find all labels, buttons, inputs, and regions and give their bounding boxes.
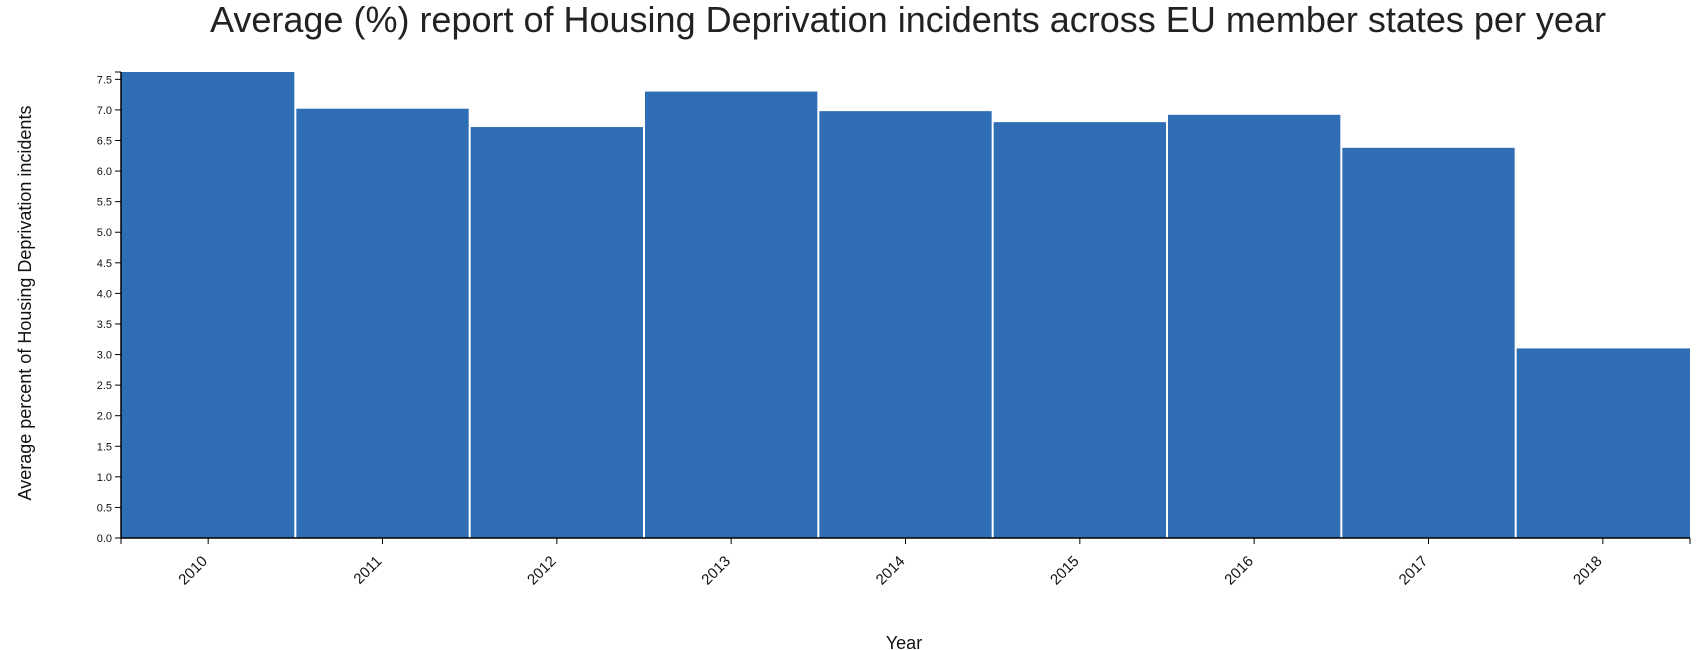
x-axis: 2010 2011 2012 2013 2014 2015 2016 2017 2018 [120, 537, 1691, 589]
bar-2011 [296, 108, 469, 538]
bar-2012 [470, 127, 643, 538]
y-tick-label: 5.0 [97, 227, 112, 239]
y-tick-label: 3.5 [97, 319, 112, 331]
y-tick-label: 0.5 [97, 502, 112, 514]
y-tick-label: 7.5 [97, 74, 112, 86]
y-tick-label: 6.5 [97, 135, 112, 147]
x-tick-label: 2016 [1221, 553, 1257, 589]
x-tick-label: 2015 [1047, 553, 1083, 589]
y-tick-label: 4.5 [97, 258, 112, 270]
bar-2016 [1168, 114, 1341, 538]
y-tick-label: 2.0 [97, 411, 112, 423]
bar-2017 [1342, 147, 1515, 538]
bars-group [121, 72, 1690, 539]
y-axis-label: Average percent of Housing Deprivation i… [15, 106, 35, 501]
y-tick-label: 1.0 [97, 472, 112, 484]
y-tick-label: 3.0 [97, 350, 112, 362]
x-tick-label: 2014 [873, 553, 909, 589]
y-tick-label: 1.5 [97, 441, 112, 453]
bar-2014 [819, 111, 992, 539]
y-tick-label: 4.0 [97, 288, 112, 300]
y-tick-label: 7.0 [97, 105, 112, 117]
y-tick-label: 0.0 [97, 533, 112, 545]
x-tick-label: 2011 [350, 553, 385, 588]
y-axis: 0.0 0.5 1.0 1.5 2.0 2.5 3.0 3.5 4.0 4.5 5.0 5.5 6.0 6… [97, 71, 122, 545]
y-tick-label: 6.0 [97, 166, 112, 178]
y-tick-label: 2.5 [97, 380, 112, 392]
x-tick-label: 2017 [1396, 553, 1432, 589]
x-tick-label: 2010 [175, 553, 211, 589]
x-tick-label: 2018 [1570, 553, 1606, 589]
y-tick-label: 5.5 [97, 197, 112, 209]
x-axis-label: Year [886, 633, 922, 650]
bar-2018 [1516, 348, 1690, 538]
bar-2015 [993, 122, 1166, 539]
bar-2010 [121, 72, 295, 538]
x-tick-label: 2013 [698, 553, 734, 589]
bar-2013 [645, 91, 818, 539]
x-tick-label: 2012 [524, 553, 560, 589]
chart-title: Average (%) report of Housing Deprivatio… [210, 0, 1606, 40]
